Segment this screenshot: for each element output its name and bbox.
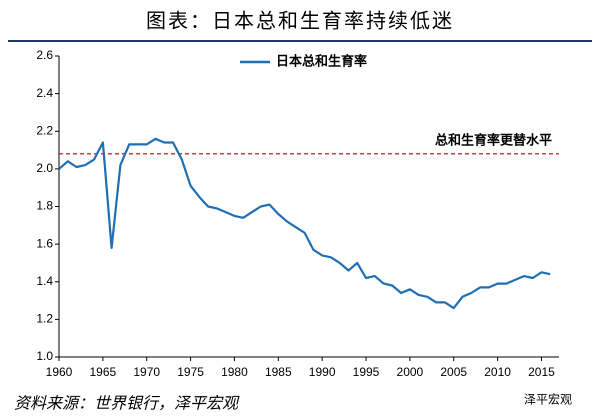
x-tick-label: 1980 — [221, 365, 248, 379]
watermark: 泽平宏观 — [524, 392, 572, 407]
y-tick-label: 1.0 — [36, 349, 53, 363]
x-tick-label: 1960 — [46, 365, 73, 379]
chart-title: 图表：日本总和生育率持续低迷 — [146, 9, 454, 33]
line-series — [58, 137, 551, 310]
y-tick-label: 1.2 — [36, 312, 53, 326]
y-tick-label: 1.8 — [36, 199, 53, 213]
y-tick-label: 2.6 — [36, 48, 53, 62]
y-tick-label: 2.2 — [36, 123, 53, 137]
x-tick-label: 2005 — [440, 365, 467, 379]
y-tick-label: 2.0 — [36, 161, 53, 175]
y-tick-label: 1.6 — [36, 236, 53, 250]
x-tick-label: 2010 — [484, 365, 511, 379]
x-tick-label: 1995 — [353, 365, 380, 379]
y-tick-label: 1.4 — [36, 274, 53, 288]
x-tick-label: 2015 — [528, 365, 555, 379]
source: 资料来源：世界银行，泽平宏观 — [14, 394, 240, 413]
x-tick-label: 1975 — [177, 365, 204, 379]
x-tick-label: 1990 — [309, 365, 336, 379]
reference-label: 总和生育率更替水平 — [435, 132, 552, 148]
x-tick-label: 1970 — [133, 365, 160, 379]
y-tick-label: 2.4 — [36, 86, 53, 100]
legend-label: 日本总和生育率 — [276, 54, 367, 70]
x-tick-label: 2000 — [397, 365, 424, 379]
x-tick-label: 1965 — [90, 365, 117, 379]
x-tick-label: 1985 — [265, 365, 292, 379]
